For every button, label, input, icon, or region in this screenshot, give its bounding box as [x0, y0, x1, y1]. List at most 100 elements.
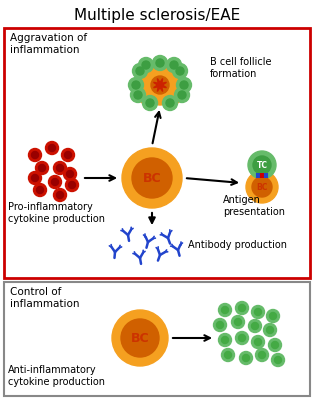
Circle shape	[131, 88, 145, 102]
Text: TC: TC	[257, 160, 268, 170]
Circle shape	[172, 64, 187, 78]
Circle shape	[48, 144, 56, 152]
Circle shape	[53, 188, 67, 202]
Circle shape	[48, 176, 62, 188]
Circle shape	[221, 336, 229, 344]
Circle shape	[255, 308, 262, 316]
Circle shape	[248, 320, 262, 332]
Text: BC: BC	[256, 182, 268, 192]
Circle shape	[253, 156, 271, 174]
Circle shape	[162, 81, 180, 99]
Circle shape	[136, 74, 152, 90]
Text: Aggravation of
inflammation: Aggravation of inflammation	[10, 33, 87, 55]
Circle shape	[132, 81, 140, 89]
Circle shape	[128, 78, 143, 92]
Text: BC: BC	[143, 172, 161, 184]
Circle shape	[267, 310, 279, 322]
Circle shape	[258, 352, 266, 358]
Text: BC: BC	[131, 332, 149, 344]
Circle shape	[176, 78, 192, 92]
Circle shape	[178, 91, 186, 99]
Circle shape	[136, 67, 144, 75]
Circle shape	[133, 64, 148, 78]
Circle shape	[252, 306, 264, 318]
Circle shape	[252, 336, 264, 348]
Circle shape	[34, 184, 46, 196]
Circle shape	[219, 334, 231, 346]
Circle shape	[143, 96, 158, 110]
Circle shape	[170, 61, 178, 69]
Circle shape	[152, 89, 168, 105]
Circle shape	[159, 66, 177, 84]
Text: Control of
inflammation: Control of inflammation	[10, 287, 79, 309]
Circle shape	[112, 310, 168, 366]
Circle shape	[31, 152, 39, 158]
Circle shape	[62, 148, 74, 162]
Circle shape	[267, 326, 273, 334]
Circle shape	[214, 318, 226, 332]
Circle shape	[166, 99, 174, 107]
Circle shape	[231, 316, 245, 328]
Circle shape	[239, 334, 246, 342]
Circle shape	[29, 172, 41, 184]
Circle shape	[240, 352, 252, 364]
Circle shape	[239, 304, 246, 312]
Polygon shape	[154, 78, 166, 92]
Circle shape	[153, 56, 167, 70]
Circle shape	[236, 302, 248, 314]
Circle shape	[46, 142, 58, 154]
Circle shape	[225, 352, 231, 358]
Circle shape	[142, 61, 150, 69]
Circle shape	[256, 348, 268, 362]
Circle shape	[121, 319, 159, 357]
Text: Antigen
presentation: Antigen presentation	[223, 195, 285, 217]
Circle shape	[242, 354, 250, 362]
FancyBboxPatch shape	[4, 282, 310, 396]
Circle shape	[236, 332, 248, 344]
Circle shape	[248, 151, 276, 179]
Circle shape	[39, 164, 46, 172]
Circle shape	[221, 348, 235, 362]
Circle shape	[68, 182, 75, 188]
Text: Multiple sclerosis/EAE: Multiple sclerosis/EAE	[74, 8, 240, 23]
Circle shape	[163, 96, 177, 110]
Circle shape	[29, 148, 41, 162]
Circle shape	[156, 59, 164, 67]
Circle shape	[263, 324, 277, 336]
Circle shape	[31, 174, 39, 182]
Circle shape	[167, 90, 181, 104]
Text: Anti-inflammatory
cytokine production: Anti-inflammatory cytokine production	[8, 365, 105, 386]
Text: B cell follicle
formation: B cell follicle formation	[210, 57, 272, 79]
Circle shape	[166, 58, 181, 72]
Circle shape	[252, 322, 258, 330]
Circle shape	[153, 60, 167, 74]
Circle shape	[57, 164, 63, 172]
Circle shape	[143, 66, 161, 84]
Circle shape	[51, 178, 58, 186]
Circle shape	[142, 67, 178, 103]
Circle shape	[66, 178, 78, 192]
Circle shape	[67, 170, 73, 178]
Circle shape	[63, 168, 77, 180]
Circle shape	[168, 74, 184, 90]
Circle shape	[140, 81, 158, 99]
Circle shape	[235, 318, 241, 326]
Circle shape	[180, 81, 188, 89]
Circle shape	[268, 338, 281, 352]
Circle shape	[269, 312, 277, 320]
Circle shape	[272, 342, 279, 348]
Circle shape	[216, 322, 224, 328]
Circle shape	[221, 306, 229, 314]
Circle shape	[274, 356, 281, 364]
Circle shape	[176, 67, 184, 75]
Circle shape	[146, 99, 154, 107]
Text: Antibody production: Antibody production	[188, 240, 287, 250]
Circle shape	[246, 171, 278, 203]
Circle shape	[134, 91, 142, 99]
Circle shape	[57, 192, 63, 198]
Circle shape	[122, 148, 182, 208]
Circle shape	[35, 162, 48, 174]
Circle shape	[175, 88, 190, 102]
Circle shape	[272, 354, 284, 366]
Circle shape	[139, 90, 153, 104]
